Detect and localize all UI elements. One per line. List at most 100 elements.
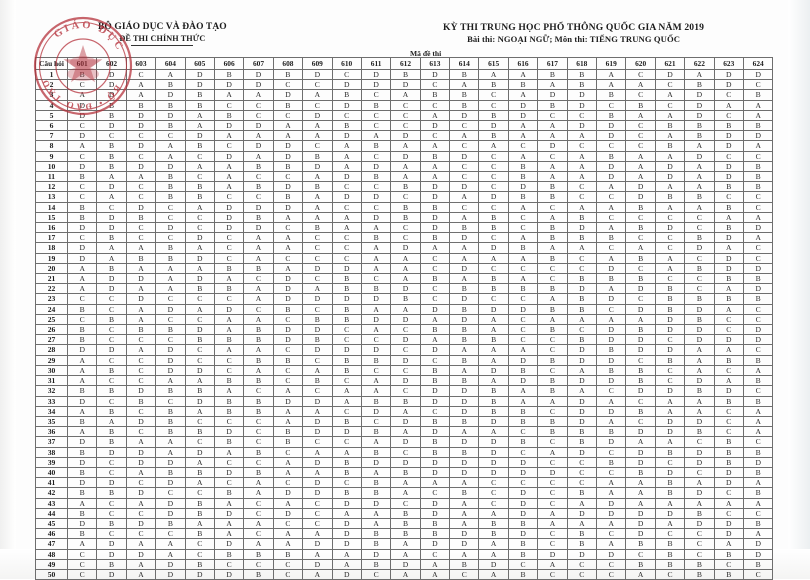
answer-cell: C <box>742 150 774 162</box>
answer-cell: C <box>155 528 186 540</box>
answer-cell: C <box>96 497 127 509</box>
answer-cell: B <box>566 528 598 540</box>
answer-cell: A <box>243 313 274 326</box>
answer-cell: A <box>66 426 98 438</box>
answer-cell: D <box>302 426 333 438</box>
answer-cell: A <box>449 191 480 203</box>
answer-cell: A <box>449 507 480 519</box>
answer-cell: B <box>66 171 98 183</box>
answer-cell: A <box>684 354 715 366</box>
answer-cell: B <box>537 283 568 295</box>
answer-cell: C <box>125 191 157 203</box>
answer-cell: B <box>96 405 127 417</box>
answer-cell: D <box>596 507 627 519</box>
answer-cell: D <box>566 548 598 560</box>
answer-cell: A <box>213 171 245 183</box>
answer-cell: A <box>213 385 245 397</box>
answer-cell: A <box>507 252 539 264</box>
answer-cell: A <box>742 477 774 489</box>
answer-cell: A <box>125 242 157 254</box>
answer-cell: B <box>66 201 98 213</box>
answer-cell: C <box>272 558 304 570</box>
answer-cell: C <box>419 354 451 366</box>
answer-cell: B <box>272 68 304 81</box>
answer-cell: C <box>478 487 509 499</box>
answer-cell: A <box>360 375 392 387</box>
answer-cell: B <box>419 436 451 448</box>
answer-cell: A <box>66 364 98 377</box>
answer-cell: A <box>390 252 421 264</box>
answer-cell: B <box>331 120 362 132</box>
exam-subject: Bài thi: NGOẠI NGỮ; Môn thi: TIẾNG TRUNG… <box>467 34 681 45</box>
answer-cell: B <box>566 538 598 550</box>
answer-cell: C <box>155 130 186 142</box>
answer-cell: D <box>213 79 245 91</box>
answer-cell: B <box>478 528 509 540</box>
answer-cell: D <box>625 283 656 295</box>
answer-cell: C <box>713 558 744 570</box>
answer-cell: A <box>419 242 451 254</box>
table-row: 50 C D A D D D B C A D C A A C A B C C C A C B B C <box>35 568 774 580</box>
answer-cell: C <box>537 109 568 122</box>
answer-cell: B <box>331 354 362 366</box>
answer-cell: B <box>625 466 656 479</box>
answer-cell: B <box>272 354 304 366</box>
answer-cell: C <box>625 140 656 152</box>
answer-cell: B <box>331 273 362 285</box>
answer-cell: D <box>96 538 127 550</box>
answer-cell: B <box>155 415 186 428</box>
answer-cell: B <box>213 405 245 417</box>
answer-cell: B <box>684 120 715 132</box>
answer-cell: B <box>360 354 392 366</box>
answer-cell: A <box>331 385 362 397</box>
answer-cell: B <box>155 426 186 438</box>
answer-cell: D <box>684 446 715 458</box>
answer-cell: A <box>742 140 774 152</box>
answer-cell: C <box>537 477 568 489</box>
answer-cell: B <box>507 191 539 203</box>
answer-cell: C <box>566 324 598 336</box>
answer-cell: A <box>272 120 304 132</box>
answer-cell: D <box>654 466 686 479</box>
answer-cell: C <box>96 293 127 305</box>
answer-cell: D <box>596 130 627 142</box>
answer-cell: C <box>507 313 539 326</box>
question-number-cell: 23 <box>35 293 68 305</box>
answer-cell: C <box>360 364 392 377</box>
answer-cell: C <box>272 477 304 489</box>
answer-cell: C <box>566 456 598 468</box>
answer-cell: B <box>654 354 686 366</box>
answer-cell: A <box>713 211 744 224</box>
answer-cell: D <box>66 242 98 254</box>
answer-cell: B <box>155 405 186 417</box>
answer-cell: C <box>331 109 362 122</box>
answer-cell: D <box>331 262 362 275</box>
answer-cell: D <box>360 405 392 417</box>
answer-cell: B <box>596 426 627 438</box>
answer-cell: A <box>184 303 215 315</box>
answer-cell: B <box>302 375 333 387</box>
answer-cell: C <box>96 354 127 366</box>
answer-cell: B <box>66 334 98 346</box>
answer-cell: A <box>654 150 686 162</box>
answer-cell: A <box>654 201 686 213</box>
answer-cell: D <box>419 395 451 407</box>
table-row: 16 D D C D C D D C B A A C D B B C B D A B D C B D <box>35 222 774 234</box>
answer-cell: A <box>625 242 656 254</box>
answer-cell: D <box>684 99 715 111</box>
answer-cell: C <box>66 181 98 193</box>
answer-cell: A <box>390 477 421 489</box>
answer-cell: B <box>184 497 215 509</box>
answer-cell: D <box>684 109 715 122</box>
question-number-cell: 31 <box>35 375 68 387</box>
answer-cell: C <box>713 507 744 519</box>
answer-cell: C <box>155 211 186 224</box>
question-number-cell: 39 <box>35 456 68 468</box>
column-header-exam-code: 604 <box>155 57 186 70</box>
answer-cell: A <box>654 262 686 275</box>
answer-cell: D <box>596 334 627 346</box>
